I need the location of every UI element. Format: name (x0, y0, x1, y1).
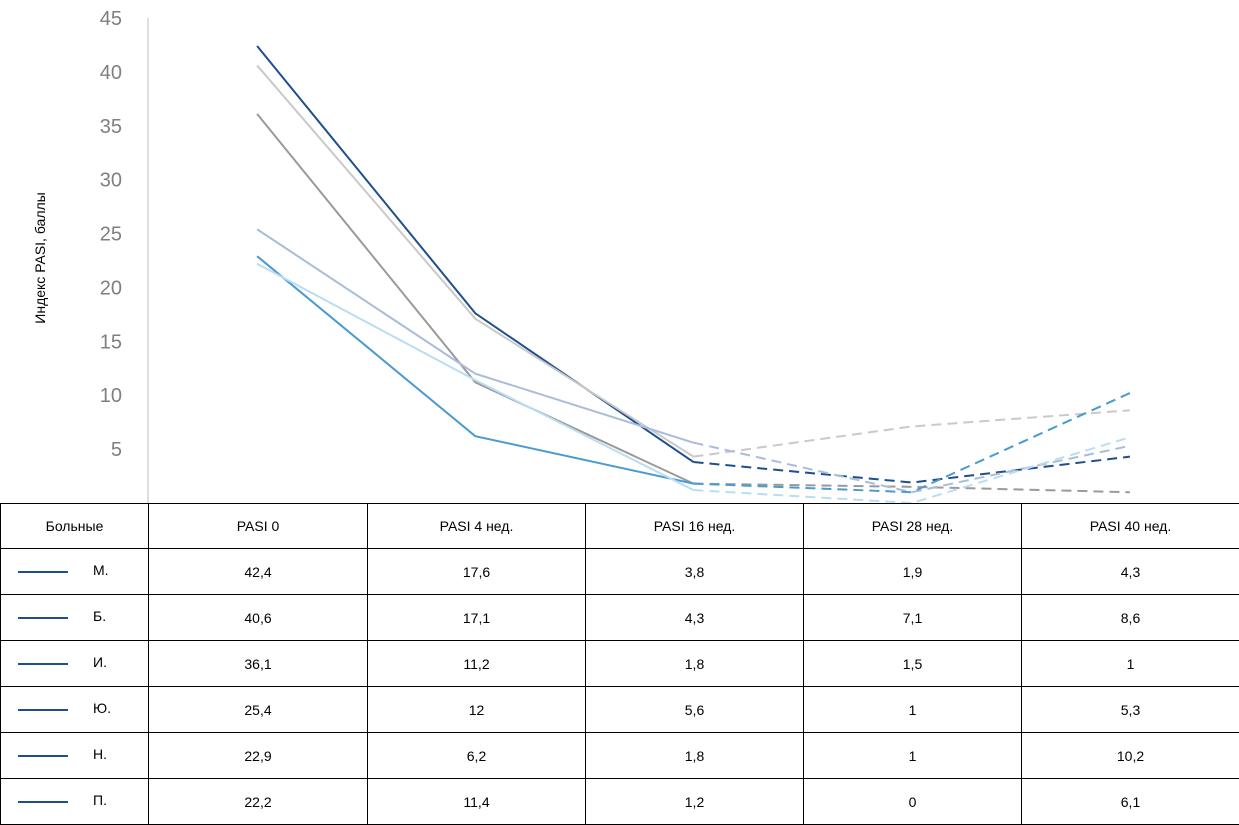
patient-name: М. (93, 562, 109, 578)
patient-name: Н. (93, 746, 107, 762)
column-header: PASI 28 нед. (804, 504, 1022, 549)
table-cell: 12 (368, 687, 586, 733)
legend-swatch (18, 617, 68, 619)
table-cell: 22,2 (149, 779, 368, 825)
table-cell: 25,4 (149, 687, 368, 733)
y-tick-label: 5 (111, 439, 122, 461)
table-cell: 5,6 (586, 687, 804, 733)
data-table: Больные PASI 0 PASI 4 нед. PASI 16 нед. … (0, 503, 1239, 825)
column-header: PASI 16 нед. (586, 504, 804, 549)
table-cell: 1,8 (586, 641, 804, 687)
y-tick-label: 45 (100, 8, 122, 30)
series-line (257, 229, 693, 442)
table-cell: 1 (1022, 641, 1239, 687)
table-cell: 6,1 (1022, 779, 1239, 825)
patient-cell: Б. (1, 595, 149, 641)
table-cell: 4,3 (1022, 549, 1239, 595)
y-tick-label: 10 (100, 385, 122, 407)
series-line (257, 256, 693, 483)
table-cell: 17,1 (368, 595, 586, 641)
chart-area: 5 10 15 20 25 30 35 40 45 (0, 0, 1239, 503)
patient-cell: П. (1, 779, 149, 825)
table-cell: 1,9 (804, 549, 1022, 595)
column-header: PASI 4 нед. (368, 504, 586, 549)
legend-swatch (18, 663, 68, 665)
y-tick-label: 35 (100, 116, 122, 138)
legend-swatch (18, 709, 68, 711)
y-tick-label: 30 (100, 170, 122, 192)
table-cell: 5,3 (1022, 687, 1239, 733)
data-table-body: Больные PASI 0 PASI 4 нед. PASI 16 нед. … (1, 504, 1239, 825)
series-line-followup (694, 484, 1130, 493)
table-cell: 40,6 (149, 595, 368, 641)
table-cell: 1,5 (804, 641, 1022, 687)
series-lines (257, 46, 1130, 503)
patient-cell: Н. (1, 733, 149, 779)
table-cell: 4,3 (586, 595, 804, 641)
table-cell: 3,8 (586, 549, 804, 595)
legend-swatch (18, 755, 68, 757)
patient-name: П. (93, 792, 107, 808)
patient-cell: Ю. (1, 687, 149, 733)
table-cell: 7,1 (804, 595, 1022, 641)
patient-cell: М. (1, 549, 149, 595)
legend-swatch (18, 571, 68, 573)
series-line-followup (694, 393, 1130, 492)
y-tick-labels: 5 10 15 20 25 30 35 40 45 (100, 8, 122, 461)
legend-swatch (18, 801, 68, 803)
patient-name: Ю. (93, 700, 111, 716)
table-cell: 42,4 (149, 549, 368, 595)
table-cell: 36,1 (149, 641, 368, 687)
column-header: PASI 0 (149, 504, 368, 549)
column-header: PASI 40 нед. (1022, 504, 1239, 549)
patient-name: Б. (93, 608, 106, 624)
table-cell: 1,8 (586, 733, 804, 779)
patient-cell: И. (1, 641, 149, 687)
y-tick-label: 25 (100, 224, 122, 246)
corner-header: Больные (1, 504, 149, 549)
series-line (257, 264, 693, 490)
table-cell: 11,4 (368, 779, 586, 825)
y-axis-label: Индекс PASI, баллы (32, 192, 48, 323)
table-cell: 11,2 (368, 641, 586, 687)
table-cell: 8,6 (1022, 595, 1239, 641)
y-tick-label: 15 (100, 331, 122, 353)
series-line-followup (694, 410, 1130, 456)
patient-name: И. (93, 654, 107, 670)
table-cell: 17,6 (368, 549, 586, 595)
y-tick-label: 20 (100, 277, 122, 299)
table-cell: 1 (804, 687, 1022, 733)
y-tick-label: 40 (100, 62, 122, 84)
series-line (257, 46, 693, 462)
table-cell: 6,2 (368, 733, 586, 779)
table-cell: 0 (804, 779, 1022, 825)
table-cell: 10,2 (1022, 733, 1239, 779)
table-cell: 22,9 (149, 733, 368, 779)
table-header-row: Больные PASI 0 PASI 4 нед. PASI 16 нед. … (1, 504, 1239, 549)
series-line (257, 65, 693, 456)
table-cell: 1,2 (586, 779, 804, 825)
table-cell: 1 (804, 733, 1022, 779)
series-line-followup (694, 457, 1130, 483)
